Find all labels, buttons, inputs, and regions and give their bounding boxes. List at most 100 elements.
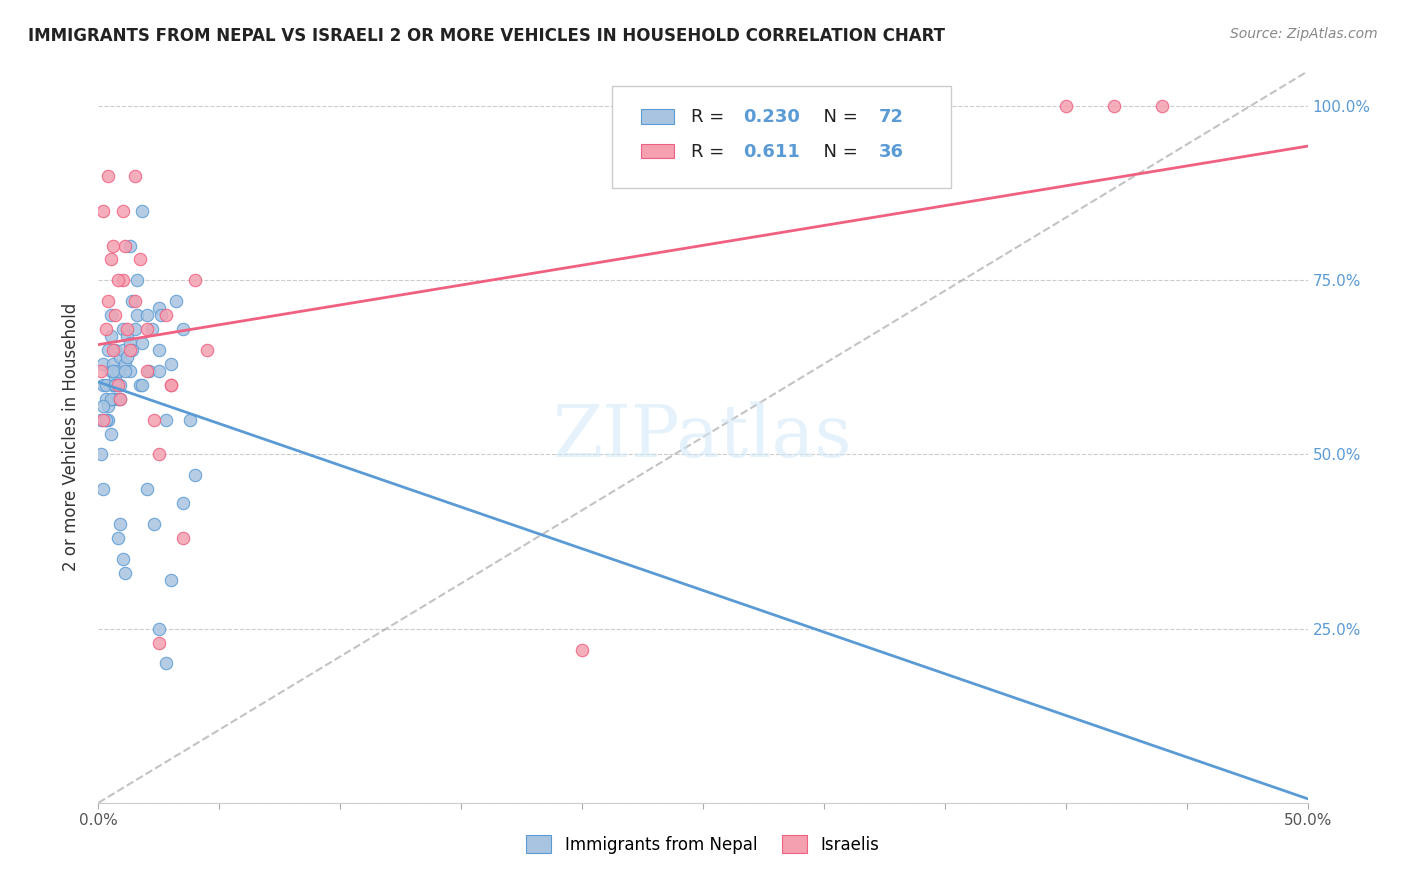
Text: 72: 72 (879, 109, 903, 127)
Point (148, 635, 170, 649)
Legend: Immigrants from Nepal, Israelis: Immigrants from Nepal, Israelis (520, 829, 886, 860)
Point (172, 531, 194, 545)
Point (94, 412, 117, 426)
Point (101, 364, 124, 378)
Point (107, 273, 129, 287)
Point (100, 329, 122, 343)
Point (141, 322, 163, 336)
Point (101, 357, 124, 371)
Point (94, 377, 117, 392)
Text: R =: R = (690, 109, 730, 127)
Point (108, 392, 131, 406)
Text: N =: N = (811, 109, 863, 127)
Point (100, 426, 122, 441)
Point (135, 364, 157, 378)
Point (108, 392, 131, 406)
Text: R =: R = (690, 143, 735, 161)
Point (111, 343, 134, 357)
Text: 36: 36 (879, 143, 903, 161)
Point (117, 322, 139, 336)
Point (121, 343, 143, 357)
Text: 0.611: 0.611 (742, 143, 800, 161)
Point (108, 377, 131, 392)
Point (118, 364, 141, 378)
Point (155, 657, 177, 671)
Point (124, 169, 146, 183)
Point (108, 350, 131, 364)
Point (160, 377, 183, 392)
Point (114, 364, 136, 378)
Point (148, 364, 170, 378)
Point (127, 273, 149, 287)
Point (101, 377, 124, 392)
Text: IMMIGRANTS FROM NEPAL VS ISRAELI 2 OR MORE VEHICLES IN HOUSEHOLD CORRELATION CHA: IMMIGRANTS FROM NEPAL VS ISRAELI 2 OR MO… (28, 27, 945, 45)
Point (91, 399, 114, 413)
Point (107, 392, 129, 406)
FancyBboxPatch shape (641, 144, 673, 158)
Point (148, 448, 170, 462)
Point (100, 364, 122, 378)
Point (148, 343, 170, 357)
Point (100, 392, 122, 406)
Point (179, 412, 201, 426)
FancyBboxPatch shape (641, 110, 673, 124)
Point (138, 364, 160, 378)
Point (101, 343, 124, 357)
Point (114, 566, 136, 580)
Point (121, 294, 143, 309)
Point (111, 322, 134, 336)
Point (135, 483, 157, 497)
Point (128, 377, 150, 392)
Point (101, 238, 124, 252)
Point (148, 301, 170, 316)
Point (155, 308, 177, 322)
Point (184, 468, 207, 483)
Point (97, 343, 120, 357)
Point (143, 517, 166, 532)
Point (97, 412, 120, 426)
Point (90, 448, 112, 462)
Point (118, 336, 141, 351)
Point (104, 377, 127, 392)
Text: 0.230: 0.230 (742, 109, 800, 127)
Point (131, 377, 153, 392)
Point (101, 392, 124, 406)
Point (107, 364, 129, 378)
Point (97, 169, 120, 183)
Point (90, 412, 112, 426)
Point (131, 203, 153, 218)
Point (118, 343, 141, 357)
Point (91, 357, 114, 371)
Point (111, 203, 134, 218)
Point (100, 308, 122, 322)
Point (111, 273, 134, 287)
Point (94, 412, 117, 426)
Point (131, 336, 153, 351)
Point (104, 343, 127, 357)
Point (172, 496, 194, 510)
Point (107, 531, 129, 545)
Point (160, 377, 183, 392)
Point (135, 322, 157, 336)
Point (1152, 99, 1174, 113)
Point (100, 252, 122, 267)
Text: ZIPatlas: ZIPatlas (553, 401, 853, 473)
Point (104, 308, 127, 322)
Point (128, 252, 150, 267)
Point (91, 377, 114, 392)
Point (91, 412, 114, 426)
Point (91, 483, 114, 497)
Point (124, 322, 146, 336)
Point (135, 308, 157, 322)
Point (94, 322, 117, 336)
Point (90, 364, 112, 378)
Point (148, 622, 170, 636)
Point (111, 552, 134, 566)
Point (160, 573, 183, 587)
Point (1054, 99, 1077, 113)
Point (94, 392, 117, 406)
Point (104, 377, 127, 392)
Point (117, 350, 139, 364)
Point (155, 412, 177, 426)
Point (97, 294, 120, 309)
